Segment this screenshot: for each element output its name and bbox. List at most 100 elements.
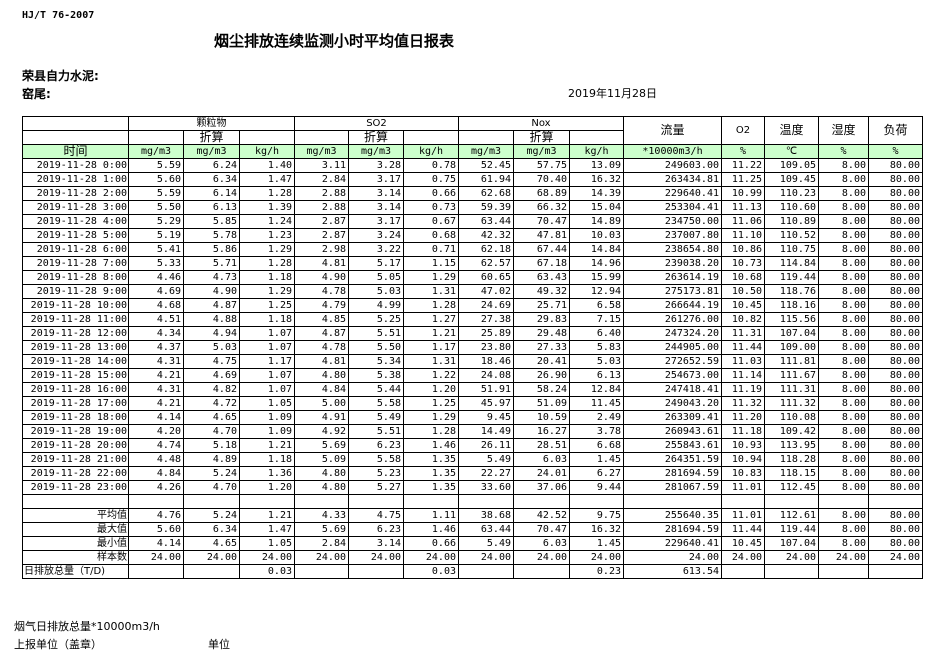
value-cell: 8.00 [818, 382, 869, 397]
value-cell: 80.00 [868, 256, 923, 271]
value-cell: 5.86 [183, 242, 240, 257]
stats-value: 255640.35 [623, 507, 722, 523]
stats-value: 107.04 [764, 535, 819, 551]
value-cell: 42.32 [458, 228, 514, 243]
value-cell: 8.00 [818, 186, 869, 201]
blank-cell [403, 130, 459, 145]
value-cell: 11.10 [721, 228, 765, 243]
stats-value: 613.54 [623, 563, 722, 579]
blank-cell [569, 130, 624, 145]
table-row: 2019-11-28 15:00 4.21 4.69 1.07 4.80 5.38 1.22… [22, 368, 923, 383]
value-cell: 45.97 [458, 396, 514, 411]
value-cell: 1.05 [239, 396, 295, 411]
value-cell: 1.39 [239, 200, 295, 215]
value-cell: 33.60 [458, 480, 514, 495]
time-cell: 2019-11-28 21:00 [22, 452, 129, 467]
stats-value: 4.33 [294, 507, 349, 523]
time-cell: 2019-11-28 22:00 [22, 466, 129, 481]
value-cell: 20.41 [513, 354, 570, 369]
value-cell: 3.17 [348, 172, 404, 187]
value-cell: 80.00 [868, 452, 923, 467]
blank-cell [818, 494, 869, 509]
value-cell: 10.03 [569, 228, 624, 243]
stats-value: 38.68 [458, 507, 514, 523]
value-cell: 10.59 [513, 410, 570, 425]
value-cell: 109.45 [764, 172, 819, 187]
value-cell: 51.91 [458, 382, 514, 397]
flue-gas-total-label: 烟气日排放总量*10000m3/h [14, 620, 160, 633]
value-cell: 6.27 [569, 466, 624, 481]
value-cell: 11.14 [721, 368, 765, 383]
value-cell: 4.37 [128, 340, 184, 355]
value-cell: 10.73 [721, 256, 765, 271]
value-cell: 3.14 [348, 186, 404, 201]
value-cell: 110.60 [764, 200, 819, 215]
value-cell: 16.32 [569, 172, 624, 187]
value-cell: 118.15 [764, 466, 819, 481]
unit-header: mg/m3 [348, 144, 404, 159]
value-cell: 254673.00 [623, 368, 722, 383]
value-cell: 272652.59 [623, 354, 722, 369]
value-cell: 14.84 [569, 242, 624, 257]
group-nox: Nox [458, 116, 624, 131]
value-cell: 5.58 [348, 452, 404, 467]
time-cell: 2019-11-28 19:00 [22, 424, 129, 439]
time-cell: 2019-11-28 8:00 [22, 270, 129, 285]
value-cell: 14.49 [458, 424, 514, 439]
unit-header: mg/m3 [458, 144, 514, 159]
value-cell: 10.93 [721, 438, 765, 453]
value-cell: 1.21 [403, 326, 459, 341]
value-cell: 49.32 [513, 284, 570, 299]
value-cell: 14.96 [569, 256, 624, 271]
unit-header: *10000m3/h [623, 144, 722, 159]
value-cell: 1.28 [239, 186, 295, 201]
value-cell: 4.48 [128, 452, 184, 467]
value-cell: 1.29 [403, 270, 459, 285]
value-cell: 239038.20 [623, 256, 722, 271]
value-cell: 5.69 [294, 438, 349, 453]
unit-header: mg/m3 [183, 144, 240, 159]
value-cell: 80.00 [868, 214, 923, 229]
stats-value: 80.00 [868, 535, 923, 551]
value-cell: 275173.81 [623, 284, 722, 299]
value-cell: 2.87 [294, 214, 349, 229]
value-cell: 4.20 [128, 424, 184, 439]
stats-value [868, 563, 923, 579]
stats-value: 24.00 [818, 549, 869, 565]
value-cell: 234750.00 [623, 214, 722, 229]
blank-cell [868, 494, 923, 509]
value-cell: 5.44 [348, 382, 404, 397]
time-cell: 2019-11-28 5:00 [22, 228, 129, 243]
value-cell: 4.80 [294, 480, 349, 495]
value-cell: 263614.19 [623, 270, 722, 285]
stats-value: 1.05 [239, 535, 295, 551]
value-cell: 244905.00 [623, 340, 722, 355]
stats-value: 24.00 [721, 549, 765, 565]
value-cell: 5.17 [348, 256, 404, 271]
value-cell: 3.24 [348, 228, 404, 243]
value-cell: 11.19 [721, 382, 765, 397]
stats-value [721, 563, 765, 579]
value-cell: 70.40 [513, 172, 570, 187]
stats-value: 24.00 [348, 549, 404, 565]
value-cell: 62.57 [458, 256, 514, 271]
value-cell: 260943.61 [623, 424, 722, 439]
value-cell: 253304.41 [623, 200, 722, 215]
stats-value [348, 563, 404, 579]
value-cell: 29.48 [513, 326, 570, 341]
value-cell: 11.18 [721, 424, 765, 439]
converted-label: 折算 [183, 130, 240, 145]
value-cell: 80.00 [868, 242, 923, 257]
value-cell: 281694.59 [623, 466, 722, 481]
value-cell: 110.23 [764, 186, 819, 201]
value-cell: 51.09 [513, 396, 570, 411]
value-cell: 1.25 [239, 298, 295, 313]
value-cell: 263434.81 [623, 172, 722, 187]
value-cell: 80.00 [868, 186, 923, 201]
value-cell: 15.04 [569, 200, 624, 215]
stats-value: 1.45 [569, 535, 624, 551]
value-cell: 5.58 [348, 396, 404, 411]
value-cell: 4.70 [183, 424, 240, 439]
value-cell: 1.28 [239, 256, 295, 271]
stats-value: 4.14 [128, 535, 184, 551]
